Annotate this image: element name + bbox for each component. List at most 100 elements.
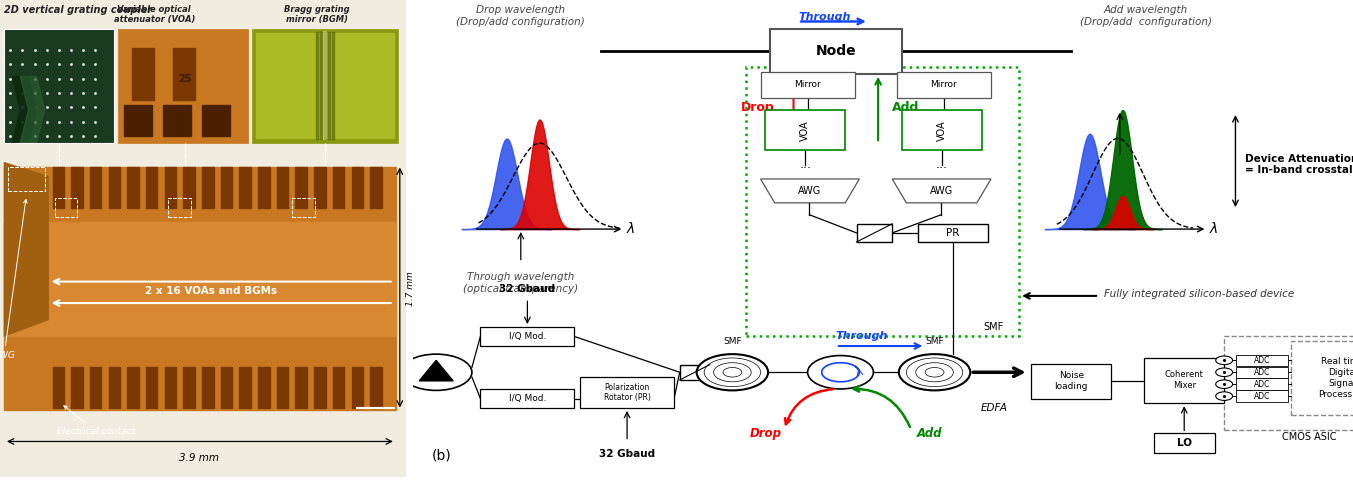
Bar: [856, 224, 892, 242]
Polygon shape: [12, 76, 37, 143]
Polygon shape: [419, 360, 453, 381]
Bar: [295, 167, 307, 207]
Text: ADC: ADC: [1254, 368, 1270, 377]
Circle shape: [1216, 368, 1233, 376]
Bar: [1237, 355, 1288, 366]
Bar: [146, 167, 157, 207]
Text: Bragg grating
mirror (BGM): Bragg grating mirror (BGM): [284, 5, 349, 24]
Text: ADC: ADC: [1254, 380, 1270, 389]
Polygon shape: [20, 76, 45, 143]
Bar: [124, 105, 152, 136]
Bar: [371, 368, 382, 408]
Bar: [72, 167, 83, 207]
Bar: [580, 377, 674, 408]
Bar: [202, 105, 230, 136]
Polygon shape: [892, 179, 990, 203]
Bar: [53, 167, 64, 207]
Text: λ: λ: [1210, 222, 1218, 236]
Text: Fully integrated silicon-based device: Fully integrated silicon-based device: [1104, 288, 1293, 299]
Text: 2 x 16 VOAs and BGMs: 2 x 16 VOAs and BGMs: [145, 286, 277, 296]
Bar: [480, 389, 575, 408]
Bar: [760, 72, 855, 98]
Bar: [8, 167, 45, 191]
Text: Coherent
Mixer: Coherent Mixer: [1165, 370, 1204, 391]
Bar: [239, 368, 250, 408]
Bar: [54, 198, 77, 217]
Bar: [91, 368, 101, 408]
Text: 25: 25: [179, 74, 191, 84]
Text: CMOS ASIC: CMOS ASIC: [1283, 432, 1337, 442]
Polygon shape: [760, 179, 859, 203]
Bar: [314, 167, 326, 207]
Text: Drop: Drop: [741, 101, 775, 114]
Text: SMF: SMF: [925, 337, 944, 346]
Bar: [4, 29, 114, 143]
Bar: [221, 368, 233, 408]
Text: ADC: ADC: [1254, 392, 1270, 401]
Bar: [162, 105, 191, 136]
Bar: [1154, 433, 1215, 453]
Text: Real time
Digital
Signal
Processing: Real time Digital Signal Processing: [1319, 357, 1353, 399]
Bar: [747, 67, 1019, 337]
Text: Variable optical
attenuator (VOA): Variable optical attenuator (VOA): [114, 5, 195, 24]
Text: 32 Gbaud: 32 Gbaud: [599, 449, 655, 459]
Text: I/Q Mod.: I/Q Mod.: [509, 394, 547, 403]
Text: Node: Node: [816, 44, 856, 58]
Polygon shape: [4, 162, 49, 337]
Text: 2D vertical grating coupler: 2D vertical grating coupler: [4, 5, 152, 15]
Text: AWG: AWG: [930, 186, 953, 196]
Bar: [184, 167, 195, 207]
Bar: [1145, 358, 1224, 403]
Bar: [4, 167, 395, 411]
Text: Through: Through: [836, 331, 888, 341]
Text: Drop wavelength
(Drop/add configuration): Drop wavelength (Drop/add configuration): [456, 5, 586, 27]
Bar: [127, 368, 139, 408]
Text: Polarization
Rotator (PR): Polarization Rotator (PR): [603, 383, 651, 402]
Bar: [108, 368, 120, 408]
Bar: [352, 368, 363, 408]
Bar: [1237, 391, 1288, 402]
Bar: [679, 365, 710, 380]
Bar: [333, 167, 344, 207]
Bar: [917, 224, 988, 242]
Text: λ: λ: [626, 222, 636, 236]
Text: 3.9 mm: 3.9 mm: [179, 452, 219, 463]
Circle shape: [697, 354, 769, 391]
Bar: [258, 167, 269, 207]
Bar: [1237, 378, 1288, 390]
Text: SMF: SMF: [723, 337, 741, 346]
Bar: [295, 368, 307, 408]
Bar: [146, 368, 157, 408]
Bar: [173, 48, 195, 100]
Bar: [770, 29, 901, 74]
Text: Through: Through: [798, 12, 851, 22]
Text: Add: Add: [917, 427, 943, 440]
Text: AWG: AWG: [798, 186, 821, 196]
Text: Mirror: Mirror: [794, 80, 821, 89]
Text: Noise
loading: Noise loading: [1054, 371, 1088, 392]
Bar: [4, 222, 395, 337]
Bar: [901, 110, 981, 150]
Text: PR: PR: [946, 228, 959, 238]
Bar: [168, 198, 191, 217]
Text: (b): (b): [432, 449, 451, 463]
Bar: [202, 167, 214, 207]
Circle shape: [400, 354, 472, 391]
Text: AWG: AWG: [0, 200, 27, 360]
Bar: [4, 29, 114, 143]
Bar: [333, 368, 344, 408]
Circle shape: [898, 354, 970, 391]
Bar: [371, 167, 382, 207]
Circle shape: [1216, 380, 1233, 389]
Text: 1.7 mm: 1.7 mm: [406, 271, 415, 306]
Text: ADC: ADC: [1254, 356, 1270, 365]
Bar: [165, 368, 176, 408]
Text: Mirror: Mirror: [931, 80, 958, 89]
Bar: [256, 34, 394, 138]
Bar: [314, 368, 326, 408]
Text: SMF: SMF: [984, 322, 1004, 332]
Text: LO: LO: [1177, 438, 1192, 449]
Bar: [1031, 364, 1111, 398]
Bar: [352, 167, 363, 207]
Text: Drop: Drop: [750, 427, 781, 440]
